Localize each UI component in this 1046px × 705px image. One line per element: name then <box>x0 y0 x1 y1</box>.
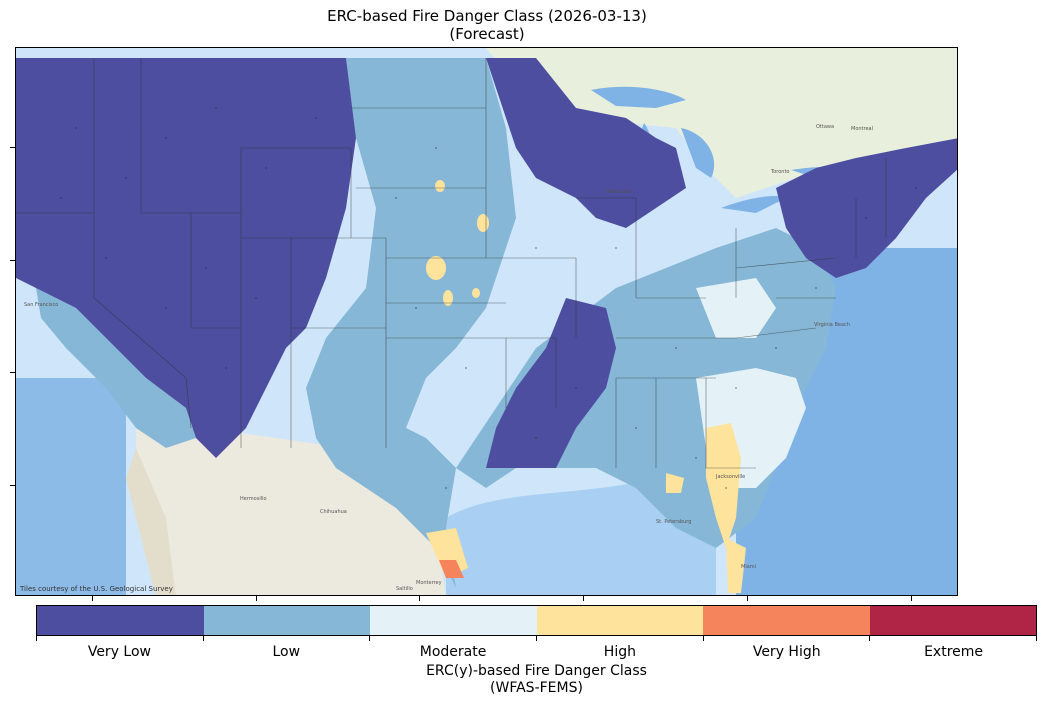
colorbar-tick <box>703 636 704 641</box>
colorbar-tick <box>536 636 537 641</box>
svg-text:Miami: Miami <box>741 564 756 570</box>
colorbar-label: Moderate <box>419 644 487 660</box>
svg-text:Monterrey: Monterrey <box>416 580 442 586</box>
x-axis-tick <box>419 596 420 601</box>
class-very-high-rio-grande <box>439 560 464 578</box>
x-axis-tick <box>256 596 257 601</box>
colorbar-segment-very-high <box>703 606 870 635</box>
colorbar-segment-very-low <box>37 606 204 635</box>
colorbar-title-line-2: (WFAS-FEMS) <box>490 680 583 696</box>
gulf-of-mexico <box>446 478 716 595</box>
title-line-2: (Forecast) <box>449 25 525 43</box>
y-axis-tick <box>10 485 15 486</box>
class-high-nebraska <box>477 214 489 232</box>
map-panel[interactable]: San Francisco Hermosillo Chihuahua Monte… <box>15 47 958 596</box>
title-line-1: ERC-based Fire Danger Class (2026-03-13) <box>327 7 647 25</box>
lake-superior <box>591 86 686 108</box>
svg-text:Toronto: Toronto <box>770 169 789 175</box>
colorbar-tick <box>1036 636 1037 641</box>
basemap-labels: San Francisco Hermosillo Chihuahua Monte… <box>24 124 873 592</box>
colorbar-title-line-1: ERC(y)-based Fire Danger Class <box>426 663 647 679</box>
colorbar-segment-extreme <box>869 606 1036 635</box>
class-high-south-dakota <box>435 180 445 192</box>
colorbar-segment-high <box>536 606 703 635</box>
svg-text:San Francisco: San Francisco <box>24 302 58 308</box>
svg-text:Montreal: Montreal <box>851 126 873 132</box>
colorbar-labels: Very Low Low Moderate High Very High Ext… <box>36 644 1037 660</box>
class-low-california <box>36 288 196 448</box>
y-axis-tick <box>10 372 15 373</box>
colorbar-label: Very High <box>752 644 821 660</box>
class-very-low-west <box>16 58 356 458</box>
colorbar-segment-low <box>203 606 370 635</box>
class-moderate-appalachia <box>696 278 776 338</box>
lake-huron <box>681 128 715 178</box>
x-axis-tick <box>583 596 584 601</box>
colorbar-segment-moderate <box>370 606 537 635</box>
x-axis-tick <box>747 596 748 601</box>
canada-land <box>16 48 957 198</box>
pacific-ocean <box>16 378 126 595</box>
colorbar-tick <box>369 636 370 641</box>
class-high-florida-georgia <box>706 423 741 548</box>
svg-text:Hermosillo: Hermosillo <box>240 496 267 502</box>
colorbar-tick <box>869 636 870 641</box>
colorbar <box>36 605 1037 636</box>
state-boundaries <box>16 58 887 469</box>
map-attribution: Tiles courtesy of the U.S. Geological Su… <box>20 585 173 593</box>
map-title: ERC-based Fire Danger Class (2026-03-13)… <box>0 7 974 43</box>
station-markers <box>60 107 917 489</box>
colorbar-tick <box>36 636 37 641</box>
class-high-oklahoma <box>472 288 480 298</box>
class-very-low-northeast <box>776 138 957 278</box>
class-high-kansas <box>426 256 446 280</box>
mexico-land <box>136 418 446 595</box>
x-axis-tick <box>911 596 912 601</box>
lake-erie <box>721 196 786 213</box>
x-axis-tick <box>92 596 93 601</box>
baja-california <box>126 448 176 595</box>
colorbar-label: Low <box>272 644 301 660</box>
y-axis-tick <box>10 147 15 148</box>
colorbar-label: Extreme <box>924 644 984 660</box>
colorbar-title: ERC(y)-based Fire Danger Class (WFAS-FEM… <box>36 663 1037 697</box>
class-high-florida-south <box>726 538 746 593</box>
colorbar-tick <box>203 636 204 641</box>
svg-text:Chihuahua: Chihuahua <box>320 509 347 515</box>
class-high-kansas-2 <box>443 290 453 306</box>
y-axis-tick <box>10 260 15 261</box>
class-very-low-mid-south <box>486 298 616 468</box>
class-very-low-upper-midwest <box>486 58 686 228</box>
svg-text:Jacksonville: Jacksonville <box>715 474 745 480</box>
class-high-florida-west <box>666 473 684 493</box>
svg-text:Virginia Beach: Virginia Beach <box>814 322 850 328</box>
svg-text:St. Petersburg: St. Petersburg <box>656 519 691 525</box>
svg-text:Milwaukee: Milwaukee <box>606 189 632 195</box>
svg-text:Saltillo: Saltillo <box>396 586 413 592</box>
colorbar-label: High <box>603 644 636 660</box>
colorbar-label: Very Low <box>87 644 151 660</box>
svg-text:Ottawa: Ottawa <box>816 124 834 130</box>
map-canvas: San Francisco Hermosillo Chihuahua Monte… <box>16 48 957 595</box>
